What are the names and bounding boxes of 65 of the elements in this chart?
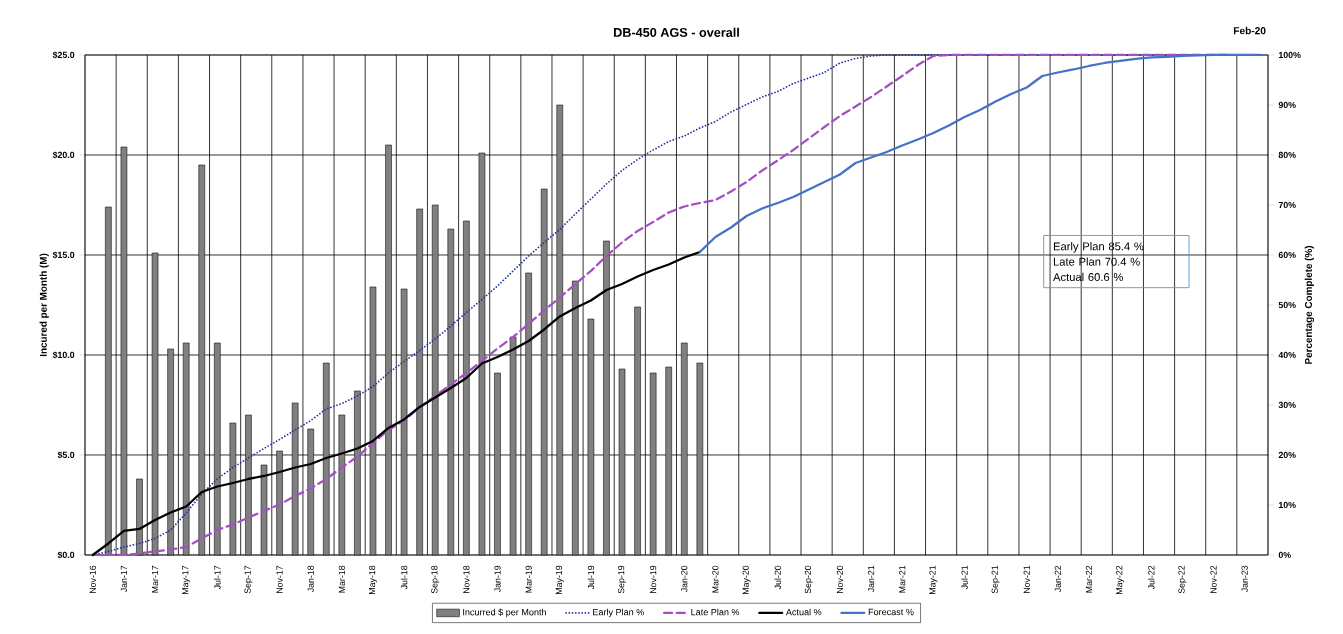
x-tick-label: Nov-16 bbox=[89, 565, 96, 594]
y2-tick-label: 50% bbox=[1278, 301, 1296, 309]
x-tick-label: Sep-20 bbox=[804, 565, 813, 594]
y2-tick-label: 10% bbox=[1278, 501, 1296, 509]
x-tick-label: Sep-17 bbox=[244, 565, 253, 594]
x-tick-label: Mar-21 bbox=[899, 565, 906, 593]
legend-label: Incurred $ per Month bbox=[463, 608, 546, 618]
x-tick-label: May-19 bbox=[555, 565, 564, 594]
legend-label: Early Plan % bbox=[593, 608, 644, 618]
x-tick-label: Sep-21 bbox=[991, 565, 1000, 594]
legend-label: Late Plan % bbox=[691, 608, 740, 616]
x-tick-label: May-20 bbox=[742, 565, 751, 594]
x-tick-label: Mar-20 bbox=[712, 565, 719, 593]
y2-tick-label: 90% bbox=[1278, 101, 1296, 109]
x-tick-label: Jul-20 bbox=[774, 565, 781, 590]
y-axis-title: Incured per Month (M) bbox=[39, 253, 49, 357]
x-tick-label: Jul-21 bbox=[961, 565, 968, 590]
x-tick-label: Jan-22 bbox=[1054, 565, 1061, 593]
y2-tick-label: 40% bbox=[1278, 351, 1296, 359]
x-tick-label: Sep-22 bbox=[1178, 565, 1187, 594]
x-tick-label: May-18 bbox=[368, 565, 377, 594]
legend-label: Forecast % bbox=[868, 608, 914, 616]
x-tick-label: Jan-19 bbox=[494, 565, 501, 593]
x-tick-label: May-22 bbox=[1116, 565, 1125, 594]
x-tick-label: May-21 bbox=[929, 565, 938, 594]
x-tick-label: Jan-18 bbox=[307, 565, 314, 593]
x-tick-label: Nov-19 bbox=[650, 565, 657, 594]
y2-tick-label: 70% bbox=[1278, 201, 1296, 209]
text: Feb-20 bbox=[1233, 26, 1266, 35]
x-tick-label: Jan-21 bbox=[867, 565, 875, 593]
x-tick-label: Mar-22 bbox=[1085, 565, 1093, 593]
x-tick-label: Jan-23 bbox=[1241, 565, 1248, 593]
y-tick-label: $25.0 bbox=[52, 51, 75, 59]
x-tick-label: Jul-19 bbox=[587, 565, 595, 590]
x-tick-label: Jul-18 bbox=[400, 565, 408, 590]
x-tick-label: Nov-22 bbox=[1210, 565, 1217, 594]
x-tick-label: Mar-17 bbox=[151, 565, 159, 593]
y2-tick-label: 20% bbox=[1278, 451, 1296, 459]
y-tick-label: $10.0 bbox=[52, 351, 75, 359]
x-tick-label: Jan-17 bbox=[120, 565, 127, 593]
y-tick-label: $20.0 bbox=[52, 151, 75, 159]
x-tick-label: Nov-20 bbox=[836, 565, 844, 594]
y2-tick-label: 30% bbox=[1278, 401, 1296, 409]
x-tick-label: Mar-18 bbox=[338, 565, 345, 593]
y-tick-label: $0.0 bbox=[57, 551, 75, 559]
x-tick-label: Jul-22 bbox=[1148, 565, 1155, 590]
x-tick-label: Jan-20 bbox=[681, 565, 688, 593]
x-tick-label: May-17 bbox=[182, 565, 191, 594]
y-tick-label: $15.0 bbox=[52, 251, 75, 259]
y2-tick-label: 100% bbox=[1278, 51, 1301, 59]
x-tick-label: Jul-17 bbox=[214, 565, 221, 590]
x-tick-label: Sep-19 bbox=[618, 565, 626, 594]
y2-tick-label: 0% bbox=[1278, 551, 1291, 559]
annotation: Actual 60.6 % bbox=[1053, 272, 1123, 282]
y2-tick-label: 80% bbox=[1278, 151, 1296, 159]
y2-tick-label: 60% bbox=[1278, 251, 1296, 259]
legend-label: Actual % bbox=[785, 608, 822, 616]
x-tick-label: Sep-18 bbox=[431, 565, 440, 594]
x-tick-label: Nov-21 bbox=[1023, 565, 1030, 594]
x-tick-label: Mar-19 bbox=[525, 565, 532, 593]
chart-title: DB-450 AGS - overall bbox=[614, 27, 739, 37]
y2-axis-title: Percentage Complete (%) bbox=[1304, 246, 1314, 364]
x-tick-label: Nov-17 bbox=[276, 565, 283, 594]
x-tick-label: Nov-18 bbox=[463, 565, 470, 594]
y-tick-label: $5.0 bbox=[57, 451, 75, 459]
